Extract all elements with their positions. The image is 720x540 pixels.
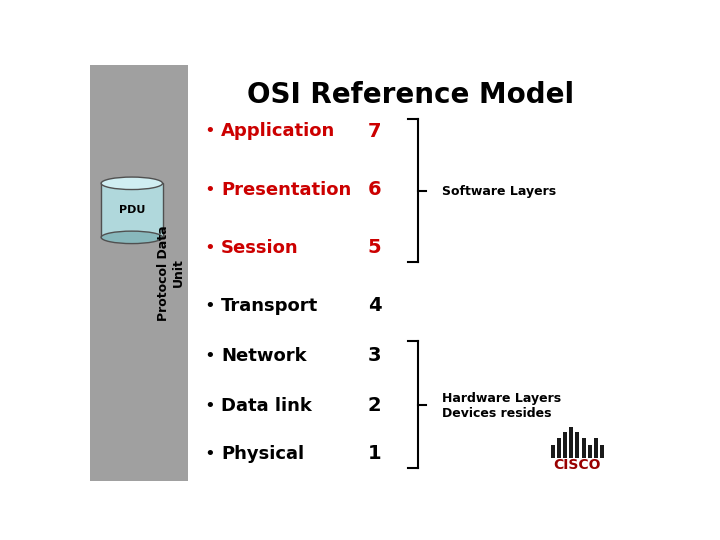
FancyBboxPatch shape xyxy=(557,438,561,458)
Text: •: • xyxy=(204,347,215,365)
FancyBboxPatch shape xyxy=(575,432,580,458)
Text: •: • xyxy=(204,444,215,463)
Text: •: • xyxy=(204,397,215,415)
Ellipse shape xyxy=(101,231,163,244)
FancyBboxPatch shape xyxy=(551,446,555,458)
Text: •: • xyxy=(204,180,215,199)
Text: OSI Reference Model: OSI Reference Model xyxy=(247,82,575,110)
Text: Transport: Transport xyxy=(221,297,318,315)
FancyBboxPatch shape xyxy=(594,438,598,458)
Text: Presentation: Presentation xyxy=(221,180,351,199)
FancyBboxPatch shape xyxy=(90,65,188,481)
Text: PDU: PDU xyxy=(119,205,145,215)
Text: Data link: Data link xyxy=(221,397,312,415)
Text: •: • xyxy=(204,123,215,140)
FancyBboxPatch shape xyxy=(588,446,592,458)
Text: •: • xyxy=(204,239,215,256)
Text: Application: Application xyxy=(221,123,336,140)
Text: Software Layers: Software Layers xyxy=(441,185,556,198)
Text: 5: 5 xyxy=(368,238,382,257)
Text: 7: 7 xyxy=(368,122,382,141)
Ellipse shape xyxy=(101,177,163,190)
FancyBboxPatch shape xyxy=(600,446,604,458)
Text: CISCO: CISCO xyxy=(554,458,601,472)
Text: Protocol Data
Unit: Protocol Data Unit xyxy=(157,225,185,321)
Text: 6: 6 xyxy=(368,180,382,199)
Text: 4: 4 xyxy=(368,296,382,315)
Text: Physical: Physical xyxy=(221,444,305,463)
FancyBboxPatch shape xyxy=(101,183,163,238)
FancyBboxPatch shape xyxy=(563,432,567,458)
Text: Hardware Layers
Devices resides: Hardware Layers Devices resides xyxy=(441,392,561,420)
FancyBboxPatch shape xyxy=(570,427,573,458)
Text: •: • xyxy=(204,297,215,315)
Text: Session: Session xyxy=(221,239,299,256)
FancyBboxPatch shape xyxy=(582,438,585,458)
Text: 2: 2 xyxy=(368,396,382,415)
Text: Network: Network xyxy=(221,347,307,365)
Text: 1: 1 xyxy=(368,444,382,463)
Text: 3: 3 xyxy=(368,346,382,366)
